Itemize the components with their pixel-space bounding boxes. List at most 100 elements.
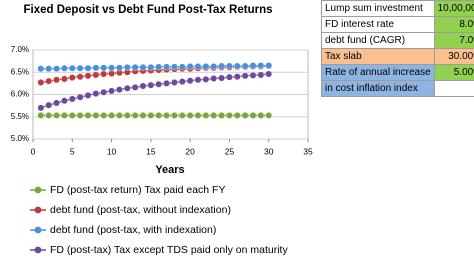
data-point — [233, 62, 241, 70]
data-point — [241, 62, 249, 70]
data-point — [186, 112, 194, 119]
data-point — [226, 112, 233, 119]
x-tick-label: 10 — [107, 146, 117, 156]
data-point — [210, 75, 218, 82]
table-cell: FD interest rate — [321, 16, 435, 33]
data-point — [76, 73, 84, 81]
legend-marker — [34, 206, 42, 214]
data-point — [226, 62, 233, 70]
data-point — [139, 63, 147, 71]
data-point — [218, 112, 225, 119]
table-cell: in cost inflation index — [321, 80, 435, 97]
data-point — [249, 62, 257, 69]
data-point — [37, 112, 45, 119]
data-point — [210, 112, 218, 119]
legend-marker — [34, 186, 42, 194]
legend-label: FD (post-tax) Tax except TDS paid only o… — [50, 244, 288, 256]
data-point — [68, 64, 76, 72]
data-point — [61, 64, 68, 72]
data-point — [178, 63, 186, 71]
chart-title: Fixed Deposit vs Debt Fund Post-Tax Retu… — [24, 4, 273, 16]
data-point — [194, 112, 202, 119]
legend-label: debt fund (post-tax, without indexation) — [50, 204, 231, 216]
legend-marker — [34, 226, 42, 234]
data-point — [116, 86, 123, 94]
data-point — [116, 64, 123, 72]
data-point — [76, 112, 84, 119]
data-point — [108, 64, 115, 72]
x-tick-label: 30 — [264, 146, 274, 156]
data-point — [163, 63, 170, 71]
data-point — [53, 99, 60, 107]
legend-marker — [34, 246, 42, 254]
x-axis-label: Years — [155, 164, 184, 176]
data-point — [53, 76, 60, 84]
table-cell: Rate of annual increase — [321, 64, 435, 81]
data-point — [139, 112, 147, 119]
x-tick-label: 5 — [70, 146, 75, 156]
data-point — [131, 112, 139, 119]
data-point — [68, 112, 76, 119]
data-point — [226, 73, 233, 81]
data-point — [68, 74, 76, 81]
data-point — [186, 63, 194, 70]
data-point — [171, 79, 178, 86]
table-cell: debt fund (CAGR) — [321, 32, 435, 49]
x-tick-label: 25 — [225, 146, 235, 156]
data-point — [92, 64, 100, 72]
data-point — [163, 112, 170, 119]
data-point — [202, 112, 210, 119]
data-point — [218, 74, 225, 82]
table-cell — [433, 80, 474, 97]
data-point — [265, 112, 273, 119]
table-cell: 8.0% — [433, 16, 474, 33]
data-point — [100, 88, 108, 96]
y-tick-label: 6.0% — [11, 90, 29, 99]
data-point — [92, 90, 100, 98]
data-point — [218, 62, 225, 70]
data-point — [147, 63, 155, 71]
data-point — [45, 112, 53, 119]
data-point — [249, 112, 257, 119]
data-point — [84, 91, 92, 99]
data-point — [202, 75, 210, 83]
data-point — [53, 65, 60, 73]
data-point — [147, 81, 155, 89]
data-point — [116, 112, 123, 119]
data-point — [61, 97, 68, 105]
data-point — [233, 112, 241, 119]
data-point — [171, 63, 178, 71]
data-point — [108, 70, 115, 77]
data-point — [108, 87, 115, 95]
data-point — [53, 112, 60, 119]
x-tick-label: 20 — [185, 146, 195, 156]
data-point — [76, 64, 84, 72]
x-tick-label: 0 — [31, 146, 36, 156]
data-point — [178, 112, 186, 119]
data-point — [155, 80, 163, 88]
data-point — [186, 77, 194, 85]
table-cell: 10,00,000 — [433, 0, 474, 17]
data-point — [84, 72, 92, 80]
data-point — [210, 63, 218, 70]
y-tick-label: 5.0% — [11, 134, 29, 143]
data-point — [123, 84, 131, 92]
data-point — [37, 104, 45, 112]
data-point — [147, 112, 155, 119]
data-point — [194, 63, 202, 70]
table-row: in cost inflation index — [321, 80, 474, 97]
data-point — [155, 63, 163, 71]
data-point — [139, 82, 147, 90]
data-point — [265, 70, 273, 78]
data-point — [257, 71, 265, 79]
table-cell: 7.0% — [433, 32, 474, 49]
data-point — [92, 71, 100, 79]
data-point — [233, 73, 241, 81]
data-point — [194, 76, 202, 84]
table-row: debt fund (CAGR)7.0% — [321, 32, 474, 49]
table-cell: Tax slab — [321, 48, 435, 65]
data-point — [61, 75, 68, 83]
